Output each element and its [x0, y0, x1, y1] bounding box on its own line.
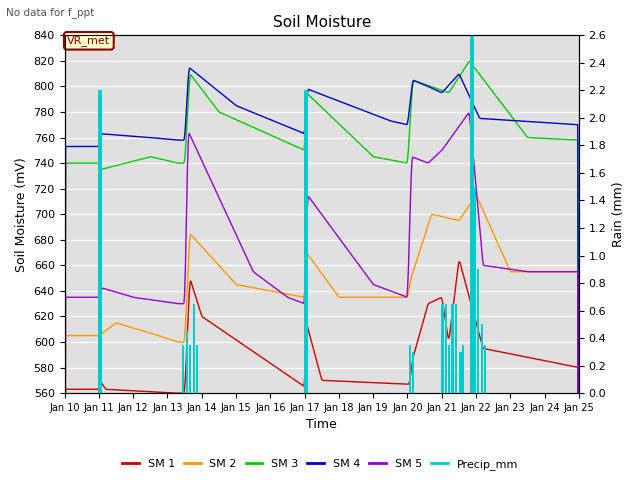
Bar — [187, 331, 188, 393]
X-axis label: Time: Time — [307, 419, 337, 432]
Y-axis label: Rain (mm): Rain (mm) — [612, 181, 625, 247]
Bar — [472, 36, 473, 393]
Bar — [452, 304, 453, 393]
Bar — [475, 187, 476, 393]
Bar — [481, 324, 483, 393]
Bar — [470, 36, 472, 393]
Bar — [186, 331, 188, 393]
Bar — [461, 352, 462, 393]
Legend: SM 1, SM 2, SM 3, SM 4, SM 5, Precip_mm: SM 1, SM 2, SM 3, SM 4, SM 5, Precip_mm — [118, 455, 522, 474]
Bar — [412, 352, 413, 393]
Bar — [306, 90, 307, 393]
Bar — [471, 36, 472, 393]
Text: No data for f_ppt: No data for f_ppt — [6, 7, 95, 18]
Bar — [472, 36, 474, 393]
Bar — [484, 345, 485, 393]
Bar — [412, 352, 413, 393]
Bar — [481, 324, 482, 393]
Bar — [455, 304, 456, 393]
Bar — [182, 345, 184, 393]
Bar — [482, 324, 483, 393]
Bar — [460, 352, 461, 393]
Bar — [305, 90, 306, 393]
Bar — [445, 304, 447, 393]
Bar — [460, 352, 461, 393]
Bar — [473, 36, 474, 393]
Bar — [306, 90, 307, 393]
Bar — [456, 304, 457, 393]
Bar — [196, 345, 197, 393]
Bar — [442, 304, 444, 393]
Bar — [413, 352, 414, 393]
Bar — [451, 304, 452, 393]
Bar — [186, 331, 187, 393]
Bar — [408, 345, 410, 393]
Bar — [452, 304, 454, 393]
Bar — [478, 269, 479, 393]
Bar — [99, 90, 100, 393]
Bar — [409, 345, 410, 393]
Bar — [456, 304, 457, 393]
Bar — [194, 304, 195, 393]
Bar — [410, 345, 411, 393]
Bar — [193, 304, 194, 393]
Bar — [197, 345, 198, 393]
Bar — [190, 345, 191, 393]
Bar — [475, 187, 476, 393]
Bar — [485, 345, 486, 393]
Bar — [472, 36, 473, 393]
Bar — [100, 90, 102, 393]
Bar — [196, 345, 197, 393]
Bar — [477, 269, 478, 393]
Text: VR_met: VR_met — [67, 36, 110, 46]
Bar — [413, 352, 414, 393]
Bar — [307, 90, 308, 393]
Bar — [186, 331, 187, 393]
Bar — [474, 187, 476, 393]
Bar — [193, 304, 194, 393]
Bar — [484, 345, 486, 393]
Bar — [477, 269, 479, 393]
Bar — [445, 304, 446, 393]
Bar — [183, 345, 184, 393]
Bar — [462, 345, 463, 393]
Bar — [463, 345, 464, 393]
Bar — [99, 90, 100, 393]
Bar — [99, 90, 100, 393]
Bar — [182, 345, 184, 393]
Bar — [478, 269, 479, 393]
Title: Soil Moisture: Soil Moisture — [273, 15, 371, 30]
Bar — [449, 345, 450, 393]
Bar — [462, 345, 463, 393]
Bar — [459, 352, 460, 393]
Bar — [485, 345, 486, 393]
Bar — [461, 352, 462, 393]
Bar — [305, 90, 307, 393]
Bar — [459, 352, 460, 393]
Bar — [100, 90, 101, 393]
Bar — [189, 345, 191, 393]
Bar — [196, 345, 198, 393]
Bar — [448, 345, 449, 393]
Bar — [445, 304, 447, 393]
Bar — [442, 304, 443, 393]
Bar — [190, 345, 191, 393]
Bar — [305, 90, 306, 393]
Bar — [460, 352, 461, 393]
Bar — [481, 324, 482, 393]
Bar — [449, 345, 450, 393]
Bar — [100, 90, 101, 393]
Bar — [442, 304, 444, 393]
Bar — [452, 304, 453, 393]
Bar — [474, 187, 475, 393]
Bar — [471, 36, 472, 393]
Bar — [409, 345, 410, 393]
Bar — [193, 304, 195, 393]
Y-axis label: Soil Moisture (mV): Soil Moisture (mV) — [15, 157, 28, 272]
Bar — [304, 90, 305, 393]
Bar — [189, 345, 190, 393]
Bar — [449, 345, 451, 393]
